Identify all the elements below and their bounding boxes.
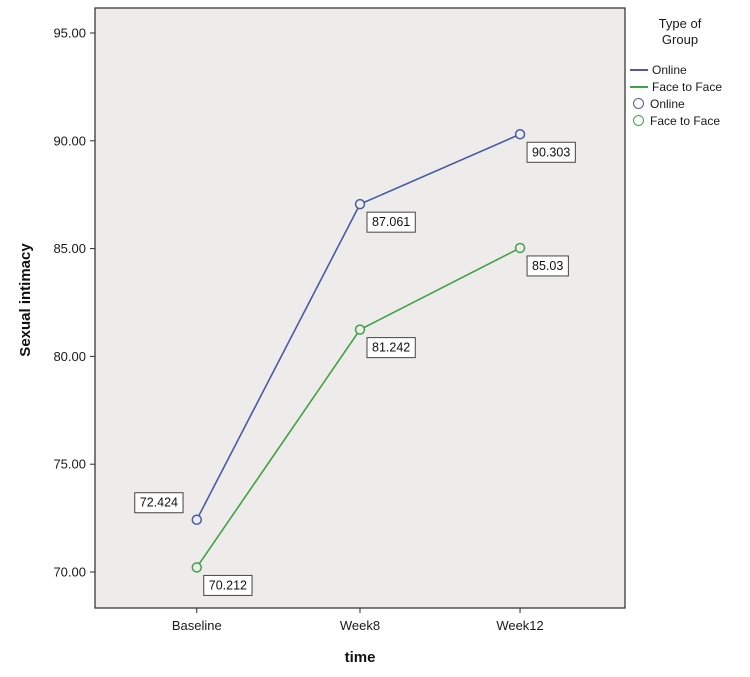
- data-label-box: [203, 574, 253, 596]
- data-point: [354, 324, 366, 335]
- data-label-box: [526, 141, 576, 163]
- data-label-box: [366, 211, 416, 233]
- legend-title-line1: Type of: [658, 16, 702, 31]
- data-label-text: 90.303: [532, 145, 570, 159]
- legend-line-swatch: [630, 85, 648, 88]
- x-tick-label: Baseline: [172, 618, 222, 633]
- y-tick-label: 70.00: [53, 564, 86, 579]
- data-label-text: 81.242: [372, 341, 410, 355]
- legend-item-label: Face to Face: [652, 79, 723, 94]
- legend-title-line2: Group: [661, 31, 699, 47]
- data-point: [514, 242, 526, 254]
- data-label-text: 87.061: [372, 215, 410, 229]
- y-tick-label: 75.00: [53, 457, 86, 472]
- legend-items: Online Face to Face Online Face to Face: [630, 61, 748, 129]
- legend-title: Type of Group: [630, 16, 730, 47]
- data-point: [514, 129, 526, 140]
- legend-item-label: Face to Face: [650, 113, 721, 128]
- legend-item-online: Online: [630, 61, 748, 78]
- data-label-text: 70.212: [209, 578, 247, 592]
- data-point: [354, 198, 366, 210]
- y-tick-label: 80.00: [53, 349, 86, 364]
- x-tick-label: Week12: [496, 618, 543, 633]
- data-label-text: 72.424: [140, 496, 178, 510]
- data-label-box: [134, 492, 184, 514]
- y-tick-label: 85.00: [53, 241, 86, 256]
- y-tick-label: 95.00: [53, 26, 86, 41]
- legend-circle-swatch: [633, 98, 644, 110]
- legend-item-face-to-face: Face to Face: [630, 112, 748, 129]
- legend-item-online: Online: [630, 95, 748, 112]
- legend-line-swatch: [630, 68, 648, 71]
- data-label-box: [526, 255, 569, 277]
- x-tick-label: Week8: [340, 618, 380, 633]
- legend-item-label: Online: [652, 62, 687, 77]
- data-label-box: [366, 337, 416, 359]
- y-axis-title: Sexual intimacy: [17, 243, 34, 357]
- legend-item-face-to-face: Face to Face: [630, 78, 748, 95]
- y-tick-label: 90.00: [53, 133, 86, 148]
- x-axis-title: time: [345, 649, 376, 666]
- plot-area: [94, 7, 626, 609]
- data-point: [191, 562, 203, 573]
- legend-circle-swatch: [633, 115, 644, 127]
- data-point: [191, 514, 203, 525]
- data-label-text: 85.03: [532, 259, 563, 273]
- legend: Type of Group Online Face to Face Online Fa…: [630, 16, 748, 129]
- legend-item-label: Online: [650, 96, 685, 111]
